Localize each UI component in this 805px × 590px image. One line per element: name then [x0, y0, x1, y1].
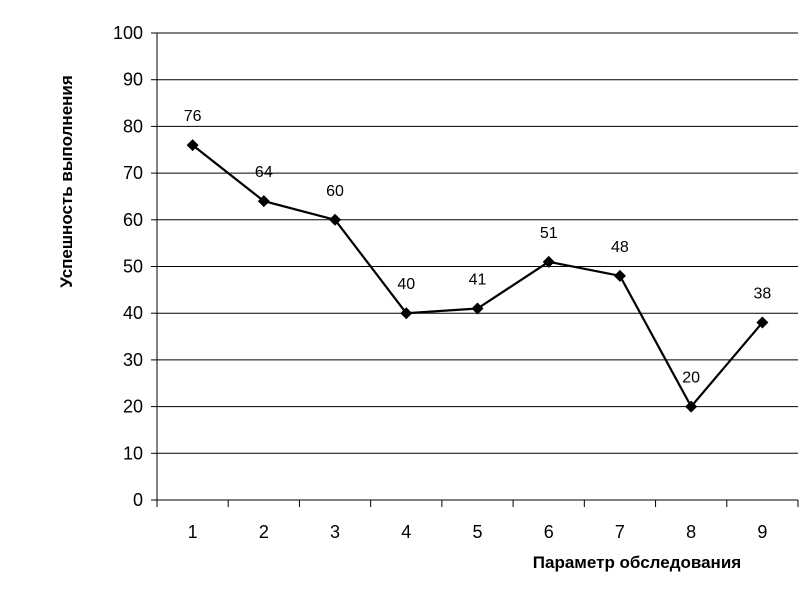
- data-label: 76: [184, 108, 202, 125]
- y-tick-label: 50: [123, 257, 143, 277]
- data-label: 64: [255, 164, 273, 181]
- x-tick-label: 2: [259, 522, 269, 542]
- gridlines: [157, 32, 798, 454]
- data-label: 48: [611, 239, 629, 256]
- y-tick-label: 100: [113, 23, 143, 43]
- data-point-marker: [257, 195, 270, 208]
- y-tick-label: 70: [123, 163, 143, 183]
- data-label: 38: [753, 286, 771, 303]
- x-tick-label: 3: [330, 522, 340, 542]
- data-labels: 76 64 60 40 41 51 48 20 38: [184, 108, 772, 387]
- data-point-marker: [685, 400, 698, 413]
- x-axis-title: Параметр обследования: [533, 553, 741, 572]
- data-label: 60: [326, 183, 344, 200]
- y-tick-labels: 0 10 20 30 40 50 60 70 80 90 100: [113, 23, 143, 510]
- y-tick-label: 80: [123, 116, 143, 136]
- x-tick-label: 9: [757, 522, 767, 542]
- y-axis-title: Успешность выполнения: [57, 75, 76, 288]
- data-label: 51: [540, 225, 558, 242]
- data-point-marker: [471, 302, 484, 315]
- y-tick-label: 90: [123, 70, 143, 90]
- y-tick-label: 20: [123, 397, 143, 417]
- y-tick-label: 40: [123, 303, 143, 323]
- data-label: 40: [397, 276, 415, 293]
- x-tick-label: 8: [686, 522, 696, 542]
- data-point-marker: [186, 139, 199, 152]
- data-point-marker: [542, 255, 555, 268]
- y-tick-label: 10: [123, 443, 143, 463]
- x-tick-labels: 1 2 3 4 5 6 7 8 9: [188, 522, 768, 542]
- y-tick-label: 0: [133, 490, 143, 510]
- data-point-marker: [756, 316, 769, 329]
- x-tick-label: 4: [401, 522, 411, 542]
- x-tick-label: 5: [472, 522, 482, 542]
- axes: [151, 32, 799, 507]
- data-label: 41: [469, 272, 487, 289]
- y-tick-label: 30: [123, 350, 143, 370]
- data-point-marker: [613, 269, 626, 282]
- x-tick-label: 6: [544, 522, 554, 542]
- data-label: 20: [682, 370, 700, 387]
- data-point-marker: [400, 307, 413, 320]
- data-point-marker: [329, 213, 342, 226]
- series: [186, 139, 769, 413]
- x-tick-label: 7: [615, 522, 625, 542]
- x-tick-label: 1: [188, 522, 198, 542]
- y-tick-label: 60: [123, 210, 143, 230]
